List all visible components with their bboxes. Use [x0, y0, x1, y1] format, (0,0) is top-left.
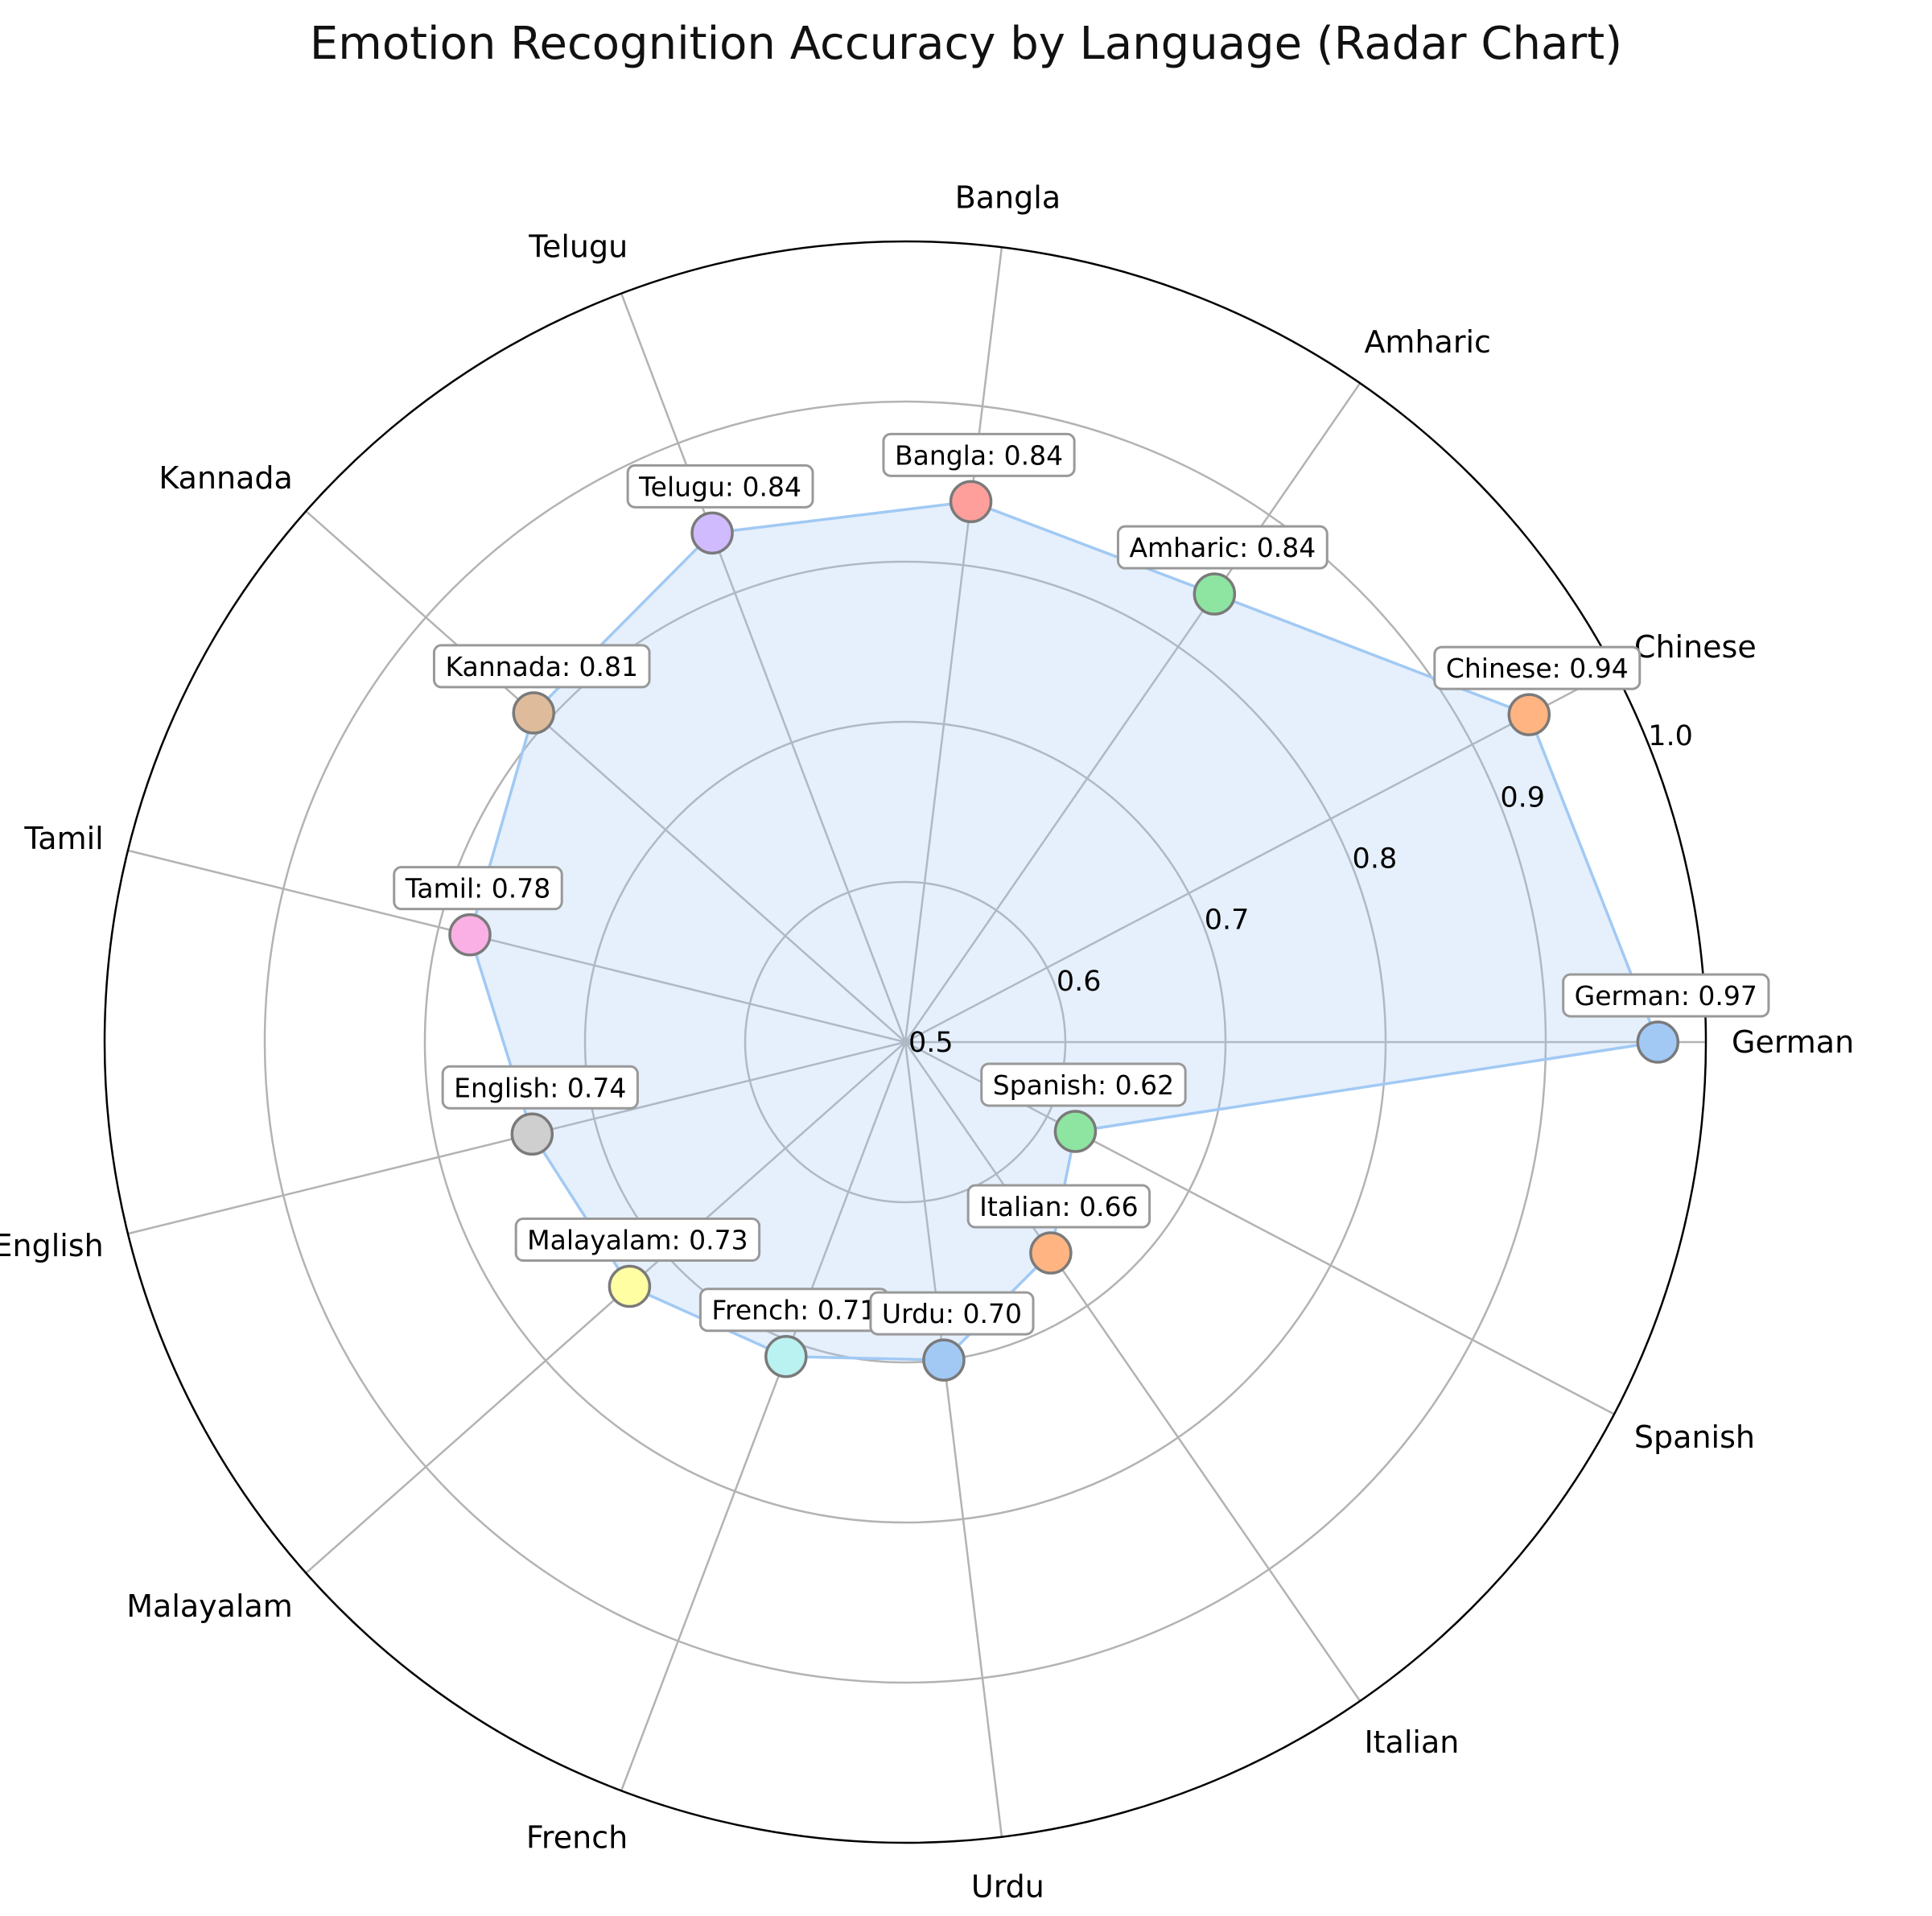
category-label: French — [526, 1819, 628, 1855]
annotation-text: Chinese: 0.94 — [1446, 653, 1629, 684]
spoke-line — [620, 293, 907, 1043]
annotation-text: Tamil: 0.78 — [405, 873, 551, 904]
spoke-line — [904, 1041, 1361, 1702]
data-point — [1029, 1231, 1073, 1275]
category-labels: German Chinese Amharic Bangla Telugu Kannada T… — [0, 180, 1854, 1905]
value-annotation: French: 0.71 — [698, 1288, 889, 1333]
radial-tick-label: 0.9 — [1500, 781, 1545, 814]
category-label: English — [0, 1228, 104, 1263]
data-point — [1053, 1110, 1098, 1153]
category-label: Chinese — [1634, 629, 1757, 665]
value-annotation: Italian: 0.66 — [966, 1184, 1151, 1229]
category-label: Kannada — [159, 460, 292, 496]
radial-tick-label: 0.5 — [908, 1027, 954, 1059]
annotation-box — [1562, 973, 1770, 1018]
data-point — [448, 913, 492, 957]
grid — [103, 240, 1707, 1844]
value-annotation: Bangla: 0.84 — [882, 432, 1076, 477]
value-annotation: Chinese: 0.94 — [1433, 645, 1642, 690]
annotation-box — [441, 1065, 639, 1110]
annotation-box — [1433, 645, 1642, 690]
data-point — [690, 511, 734, 555]
value-annotation: Malayalam: 0.73 — [514, 1218, 761, 1263]
spoke-line — [904, 382, 1361, 1043]
annotation-text: English: 0.74 — [454, 1072, 626, 1103]
data-point — [764, 1334, 808, 1378]
annotation-box — [432, 644, 651, 689]
category-label: Malayalam — [126, 1588, 293, 1624]
annotation-text: Malayalam: 0.73 — [527, 1225, 748, 1256]
category-label: German — [1732, 1024, 1854, 1060]
annotation-text: Kannada: 0.81 — [445, 651, 638, 682]
data-point — [1193, 572, 1237, 616]
annotation-text: Telugu: 0.84 — [638, 471, 801, 502]
annotation-box — [393, 866, 563, 911]
spoke-line — [904, 1041, 1003, 1837]
category-label: Spanish — [1634, 1419, 1755, 1455]
radial-tick-label: 0.6 — [1057, 966, 1102, 998]
value-annotation: Kannada: 0.81 — [432, 644, 651, 689]
category-label: Amharic — [1364, 324, 1490, 360]
annotation-text: German: 0.97 — [1575, 980, 1757, 1012]
data-point — [949, 480, 993, 524]
value-annotation: Spanish: 0.62 — [980, 1062, 1187, 1107]
data-point — [510, 1112, 554, 1156]
annotation-box — [1116, 525, 1329, 570]
annotation-box — [882, 432, 1076, 477]
annotation-text: Spanish: 0.62 — [993, 1069, 1174, 1101]
spoke-line — [127, 849, 906, 1044]
value-annotation: Urdu: 0.70 — [869, 1291, 1035, 1336]
value-annotations: German: 0.97 Chinese: 0.94 Amharic: 0.84 Ba… — [393, 432, 1770, 1336]
radial-tick-label: 0.7 — [1205, 904, 1250, 937]
category-label: Tamil — [23, 821, 103, 856]
annotation-text: Bangla: 0.84 — [895, 439, 1063, 471]
annotation-box — [514, 1218, 761, 1263]
chart-title: Emotion Recognition Accuracy by Language… — [309, 18, 1623, 70]
value-annotation: Telugu: 0.84 — [626, 464, 814, 509]
annotation-text: Urdu: 0.70 — [882, 1298, 1022, 1329]
value-annotation: German: 0.97 — [1562, 973, 1770, 1018]
spoke-line — [305, 510, 906, 1043]
data-markers — [448, 480, 1680, 1382]
category-label: Italian — [1364, 1724, 1459, 1760]
data-polygon — [468, 500, 1660, 1362]
annotation-text: French: 0.71 — [711, 1295, 876, 1326]
annotation-box — [966, 1184, 1151, 1229]
data-point — [922, 1338, 966, 1382]
radial-tick-labels: 0.5 0.6 0.7 0.8 0.9 1.0 — [908, 720, 1693, 1059]
value-annotation: English: 0.74 — [441, 1065, 639, 1110]
radial-tick-label: 0.8 — [1353, 843, 1398, 876]
spoke-line — [904, 669, 1615, 1044]
value-annotation: Amharic: 0.84 — [1116, 525, 1329, 570]
category-label: Urdu — [971, 1869, 1044, 1904]
radial-tick-label: 1.0 — [1648, 720, 1693, 752]
data-point — [1636, 1020, 1680, 1064]
category-label: Bangla — [955, 180, 1061, 216]
annotation-text: Amharic: 0.84 — [1129, 532, 1316, 563]
spoke-line — [305, 1041, 906, 1574]
category-label: Telugu — [528, 229, 628, 265]
spoke-line — [904, 247, 1003, 1043]
annotation-text: Italian: 0.66 — [979, 1191, 1138, 1222]
annotation-box — [626, 464, 814, 509]
outer-circle — [103, 240, 1707, 1844]
data-area — [468, 500, 1660, 1362]
spoke-line — [620, 1041, 907, 1791]
value-annotation: Tamil: 0.78 — [393, 866, 563, 911]
annotation-box — [869, 1291, 1035, 1336]
data-point — [512, 691, 555, 735]
data-point — [608, 1264, 652, 1308]
data-point — [1507, 693, 1551, 736]
annotation-box — [980, 1062, 1187, 1107]
